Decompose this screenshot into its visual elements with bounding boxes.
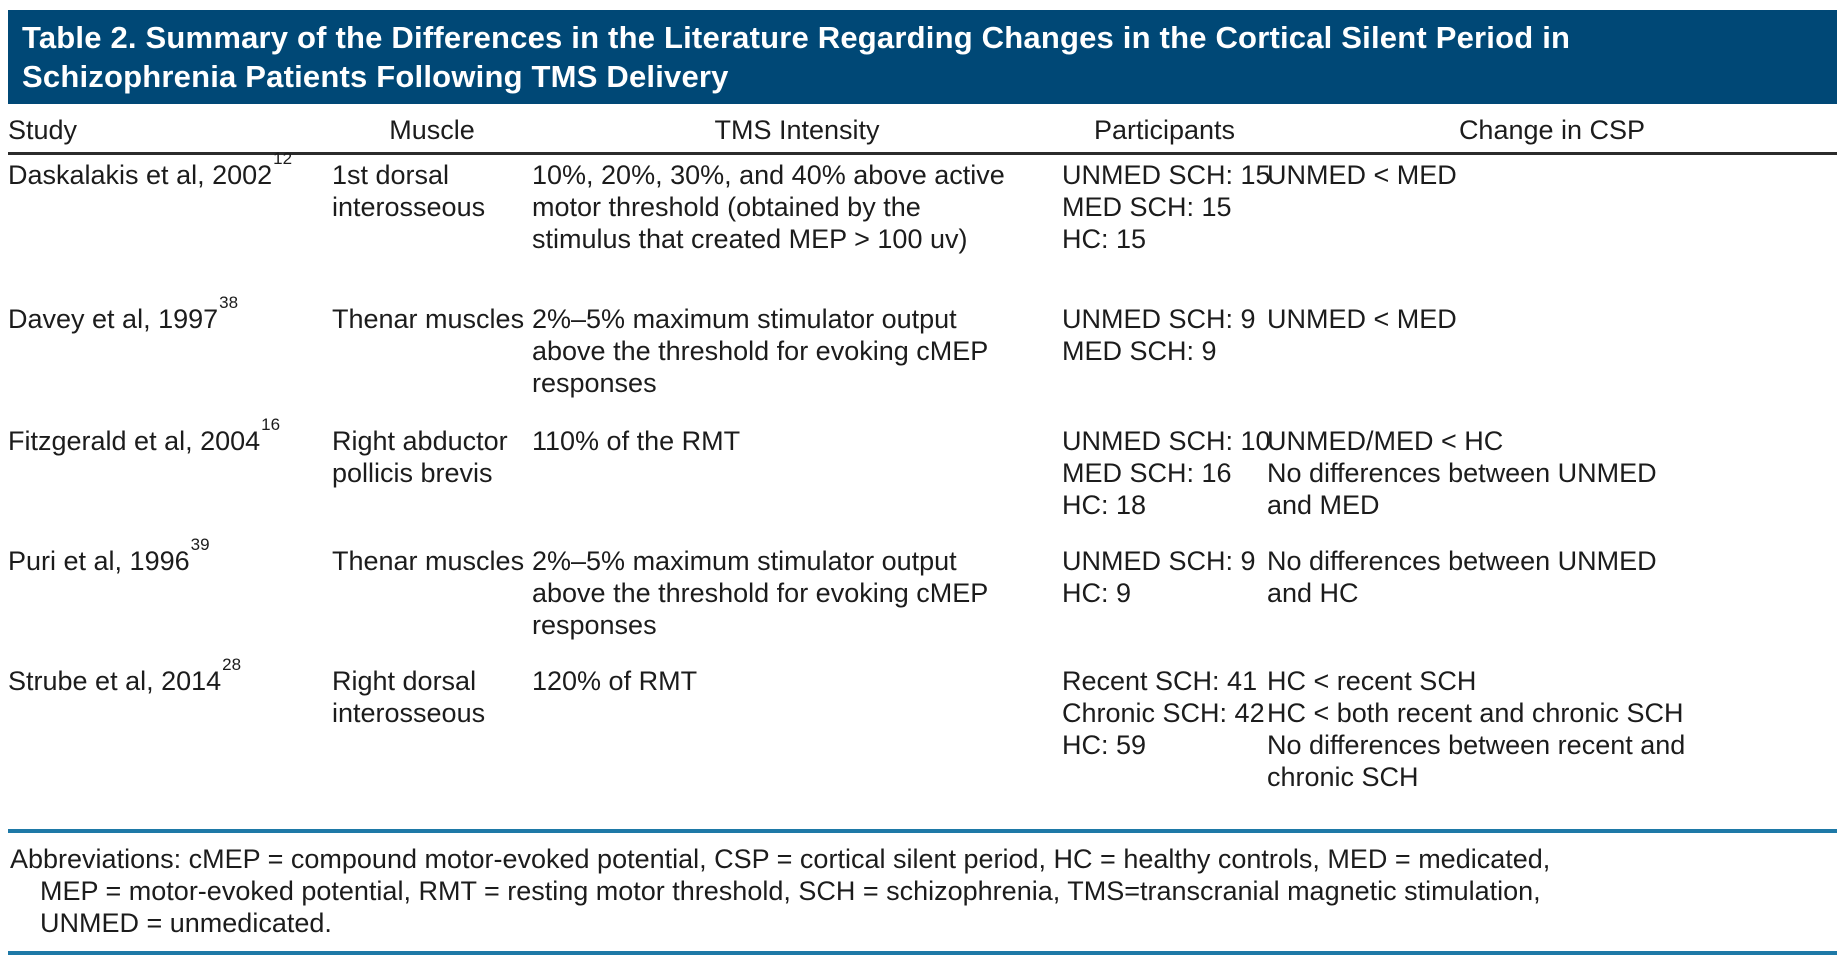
reference-superscript: 16 xyxy=(261,415,281,434)
study-name: Fitzgerald et al, 2004 xyxy=(8,426,261,456)
column-header-study: Study xyxy=(8,104,332,155)
reference-superscript: 28 xyxy=(222,655,242,674)
change-in-csp-cell: No differences between UNMED and HC xyxy=(1267,546,1657,608)
table-row: Davey et al, 199738 Thenar muscles 2%–5%… xyxy=(8,294,1837,421)
table-title-band: Table 2. Summary of the Differences in t… xyxy=(8,10,1837,104)
change-in-csp-cell: UNMED < MED xyxy=(1267,160,1457,190)
literature-summary-table: Study Muscle TMS Intensity Participants … xyxy=(8,104,1837,829)
table-row: Strube et al, 201428 Right dorsal intero… xyxy=(8,656,1837,829)
table-title-line-1: Table 2. Summary of the Differences in t… xyxy=(22,20,1571,55)
footnote-line-2: MEP = motor-evoked potential, RMT = rest… xyxy=(40,876,1541,906)
reference-superscript: 12 xyxy=(273,149,293,168)
table-row: Daskalakis et al, 200212 1st dorsal inte… xyxy=(8,150,1837,300)
tms-intensity-cell: 10%, 20%, 30%, and 40% above active moto… xyxy=(532,160,1005,254)
participants-cell: Recent SCH: 41 Chronic SCH: 42 HC: 59 xyxy=(1062,666,1265,760)
column-header-participants: Participants xyxy=(1062,104,1267,155)
participants-cell: UNMED SCH: 15 MED SCH: 15 HC: 15 xyxy=(1062,160,1271,254)
reference-superscript: 38 xyxy=(219,293,239,312)
tms-intensity-cell: 120% of RMT xyxy=(532,666,698,696)
tms-intensity-cell: 2%–5% maximum stimulator output above th… xyxy=(532,546,988,640)
tms-intensity-cell: 2%–5% maximum stimulator output above th… xyxy=(532,304,988,398)
column-header-change-in-csp: Change in CSP xyxy=(1267,104,1837,155)
muscle-cell: Right abductor pollicis brevis xyxy=(332,426,508,488)
participants-cell: UNMED SCH: 9 HC: 9 xyxy=(1062,546,1256,608)
table-row: Fitzgerald et al, 200416 Right abductor … xyxy=(8,416,1837,541)
footnote-line-1: Abbreviations: cMEP = compound motor-evo… xyxy=(10,844,1551,874)
muscle-cell: Right dorsal interosseous xyxy=(332,666,486,728)
study-cell: Davey et al, 199738 xyxy=(8,294,332,421)
column-header-tms-intensity: TMS Intensity xyxy=(532,104,1062,155)
study-name: Strube et al, 2014 xyxy=(8,666,222,696)
change-in-csp-cell: HC < recent SCH HC < both recent and chr… xyxy=(1267,666,1686,792)
footnote-line-3: UNMED = unmedicated. xyxy=(40,908,332,938)
muscle-cell: 1st dorsal interosseous xyxy=(332,160,486,222)
table-row: Puri et al, 199639 Thenar muscles 2%–5% … xyxy=(8,536,1837,661)
study-name: Daskalakis et al, 2002 xyxy=(8,160,273,190)
table-title-line-2: Schizophrenia Patients Following TMS Del… xyxy=(22,59,729,94)
study-name: Puri et al, 1996 xyxy=(8,546,190,576)
study-cell: Fitzgerald et al, 200416 xyxy=(8,416,332,541)
study-name: Davey et al, 1997 xyxy=(8,304,219,334)
change-in-csp-cell: UNMED < MED xyxy=(1267,304,1457,334)
reference-superscript: 39 xyxy=(190,535,210,554)
tms-intensity-cell: 110% of the RMT xyxy=(532,426,741,456)
participants-cell: UNMED SCH: 10 MED SCH: 16 HC: 18 xyxy=(1062,426,1271,520)
study-cell: Daskalakis et al, 200212 xyxy=(8,150,332,300)
participants-cell: UNMED SCH: 9 MED SCH: 9 xyxy=(1062,304,1256,366)
abbreviations-footnote: Abbreviations: cMEP = compound motor-evo… xyxy=(8,829,1837,955)
change-in-csp-cell: UNMED/MED < HC No differences between UN… xyxy=(1267,426,1657,520)
table-header-row: Study Muscle TMS Intensity Participants … xyxy=(8,104,1837,155)
study-cell: Strube et al, 201428 xyxy=(8,656,332,829)
study-cell: Puri et al, 199639 xyxy=(8,536,332,661)
column-header-muscle: Muscle xyxy=(332,104,532,155)
muscle-cell: Thenar muscles xyxy=(332,546,525,576)
muscle-cell: Thenar muscles xyxy=(332,304,525,334)
